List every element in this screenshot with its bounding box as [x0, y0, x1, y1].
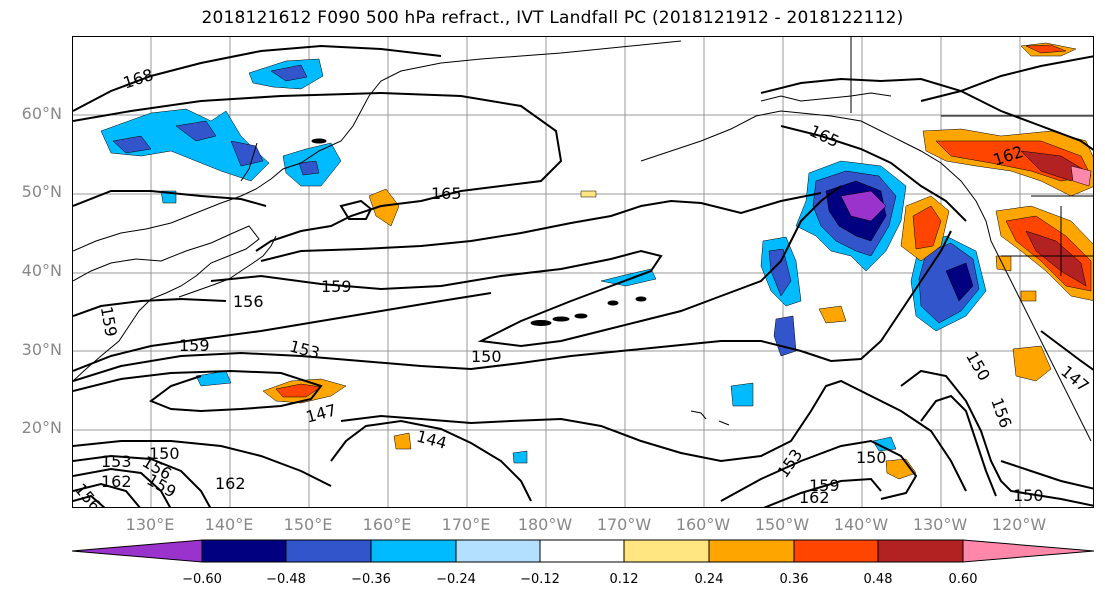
- lon-label-160w: 160°W: [675, 515, 731, 534]
- contour-label: 162: [799, 488, 830, 507]
- lon-label-150e: 150°E: [283, 515, 333, 534]
- colorbar-tick: −0.24: [436, 572, 476, 587]
- contour-label: 153: [101, 452, 132, 471]
- contour-label: 150: [1013, 486, 1044, 505]
- contour-label: 159: [321, 277, 352, 296]
- colorbar-tick: −0.48: [266, 572, 306, 587]
- lon-label-130e: 130°E: [125, 515, 175, 534]
- height-contours: [73, 44, 1093, 507]
- lon-label-140e: 140°E: [204, 515, 254, 534]
- contour-label: 159: [97, 305, 121, 338]
- lon-label-160e: 160°E: [362, 515, 412, 534]
- colorbar-bin: [708, 539, 795, 563]
- colorbar-bin: [455, 539, 541, 563]
- lat-label-60n: 60°N: [21, 104, 62, 123]
- contour-label: 150: [471, 347, 502, 366]
- positive-anomaly-patches: [262, 42, 1093, 480]
- colorbar-tick: −0.36: [351, 572, 391, 587]
- lon-label-150w: 150°W: [754, 515, 810, 534]
- colorbar-bin: [623, 539, 710, 563]
- colorbar-bin: [877, 539, 964, 563]
- lon-label-170e: 170°E: [441, 515, 491, 534]
- map-title: 2018121612 F090 500 hPa refract., IVT La…: [201, 8, 904, 28]
- colorbar-tick: 0.60: [948, 572, 978, 587]
- lat-label-20n: 20°N: [21, 418, 62, 437]
- contour-label: 150: [149, 444, 180, 463]
- lon-label-180w: 180°W: [517, 515, 573, 534]
- contour-label: 156: [987, 395, 1015, 430]
- colorbar-bin: [285, 539, 372, 563]
- contour-label: 165: [431, 184, 462, 203]
- contour-label: 150: [856, 448, 887, 467]
- contour-labels: 168 165 165 162 159 156 159 153 150 147 …: [73, 65, 1093, 507]
- contour-label: 162: [101, 472, 132, 491]
- colorbar-tick: 0.24: [694, 572, 724, 587]
- colorbar-tick: 0.12: [609, 572, 639, 587]
- map-canvas: 168 165 165 162 159 156 159 153 150 147 …: [73, 37, 1093, 507]
- lat-label-50n: 50°N: [21, 182, 62, 201]
- colorbar-tick: 0.48: [863, 572, 893, 587]
- lat-label-40n: 40°N: [21, 261, 62, 280]
- contour-label: 153: [287, 336, 321, 362]
- contour-label: 156: [233, 292, 264, 311]
- lon-label-120w: 120°W: [991, 515, 1047, 534]
- negative-anomaly-patches: [100, 58, 987, 464]
- lat-label-30n: 30°N: [21, 340, 62, 359]
- contour-label: 159: [179, 336, 210, 355]
- small-contour-rings: [311, 138, 647, 326]
- map-panel: 168 165 165 162 159 156 159 153 150 147 …: [72, 36, 1094, 508]
- colorbar-tick: −0.60: [182, 572, 222, 587]
- contour-label: 168: [121, 65, 156, 93]
- lon-label-130w: 130°W: [912, 515, 968, 534]
- colorbar-bin: [201, 539, 287, 563]
- contour-label: 165: [807, 121, 843, 151]
- lon-label-170w: 170°W: [596, 515, 652, 534]
- colorbar-bin: [793, 539, 879, 563]
- colorbar-bin: [370, 539, 457, 563]
- lon-label-140w: 140°W: [833, 515, 889, 534]
- contour-label: 159: [809, 476, 840, 495]
- coastlines: [73, 37, 1093, 442]
- contour-label: 153: [773, 445, 806, 481]
- colorbar-bin: [71, 539, 203, 563]
- colorbar-bin: [539, 539, 625, 563]
- colorbar-bin: [962, 539, 1095, 563]
- contour-label: 150: [962, 348, 994, 384]
- colorbar-tick: 0.36: [779, 572, 809, 587]
- contour-label: 162: [215, 474, 246, 493]
- colorbar-tick: −0.12: [520, 572, 560, 587]
- colorbar: [71, 539, 1095, 563]
